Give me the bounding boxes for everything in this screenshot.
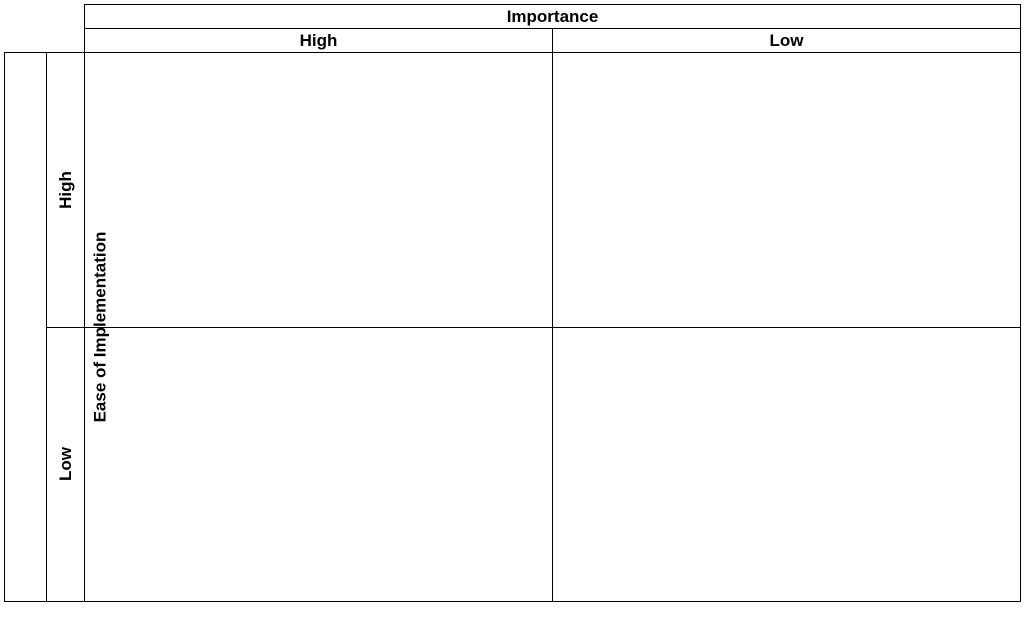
quadrant-high-high [85, 53, 553, 327]
quadrant-high-low [553, 53, 1021, 327]
y-header-high-text: High [56, 171, 76, 209]
y-axis-title: Ease of Implementation [5, 53, 47, 602]
y-axis-title-text: Ease of Implementation [90, 232, 110, 423]
x-header-high: High [85, 29, 553, 53]
quadrant-low-high [85, 327, 553, 601]
x-header-low: Low [553, 29, 1021, 53]
y-header-low-text: Low [56, 447, 76, 481]
y-header-low: Low [47, 327, 85, 601]
matrix-table: Importance High Low Ease of Implementati… [4, 4, 1021, 602]
corner-spacer [5, 5, 85, 53]
y-header-high: High [47, 53, 85, 327]
x-axis-title: Importance [85, 5, 1021, 29]
quadrant-low-low [553, 327, 1021, 601]
priority-matrix: Importance High Low Ease of Implementati… [4, 4, 1020, 602]
